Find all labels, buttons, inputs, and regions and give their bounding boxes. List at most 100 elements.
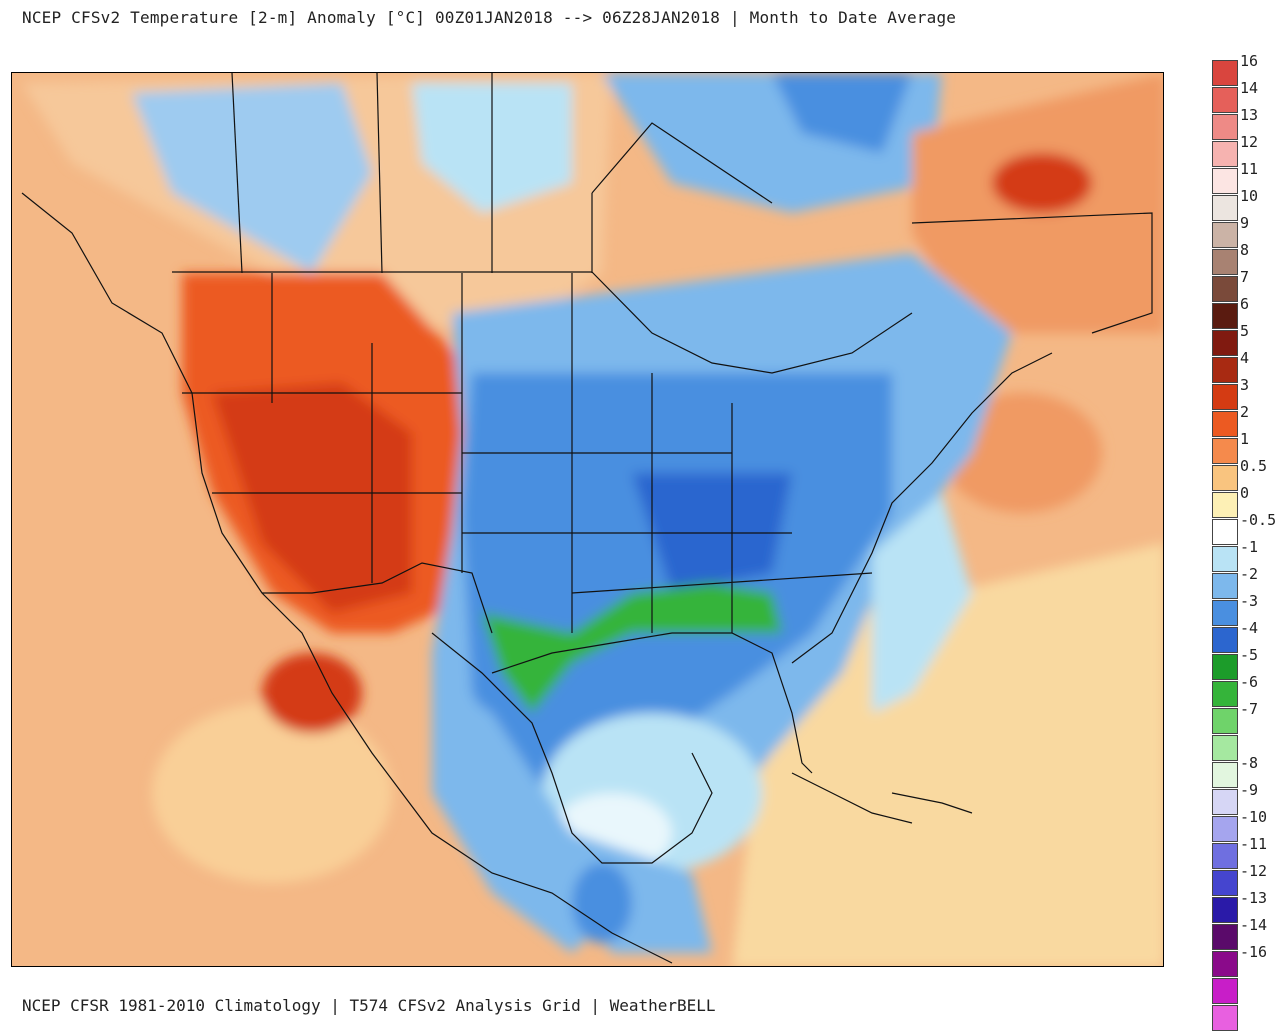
legend-label: 4 <box>1240 349 1250 367</box>
legend-row: 16 <box>1210 53 1280 87</box>
legend-swatch <box>1212 60 1238 86</box>
legend-row: 0 <box>1210 485 1280 519</box>
us-mexico-border <box>262 562 493 634</box>
legend-row: 9 <box>1210 215 1280 249</box>
legend-row: 8 <box>1210 242 1280 276</box>
legend-row: -13 <box>1210 890 1280 924</box>
legend-row <box>1210 1005 1280 1032</box>
legend-swatch <box>1212 843 1238 869</box>
mexico-cold <box>432 673 712 953</box>
gulf-coast-anomaly <box>482 583 782 713</box>
cuba-outline <box>791 772 913 824</box>
legend-row: -3 <box>1210 593 1280 627</box>
legend-swatch <box>1212 627 1238 653</box>
legend-row: -12 <box>1210 863 1280 897</box>
atlantic-coastline <box>791 352 1053 664</box>
legend-row: 14 <box>1210 80 1280 114</box>
canada-province-line-2 <box>376 73 383 274</box>
legend-label: 10 <box>1240 187 1259 205</box>
legend-swatch <box>1212 141 1238 167</box>
legend-swatch <box>1212 465 1238 491</box>
pale-warm-pacific <box>152 703 392 883</box>
legend-swatch <box>1212 438 1238 464</box>
legend-swatch <box>1212 924 1238 950</box>
legend-label: 8 <box>1240 241 1250 259</box>
legend-row: 5 <box>1210 323 1280 357</box>
legend-row: -2 <box>1210 566 1280 600</box>
legend-swatch <box>1212 600 1238 626</box>
legend-label: -12 <box>1240 862 1268 880</box>
legend-row: -1 <box>1210 539 1280 573</box>
pacific-coastline <box>21 192 673 964</box>
legend-row: 12 <box>1210 134 1280 168</box>
legend-row: -11 <box>1210 836 1280 870</box>
isthmus-cold <box>572 863 632 943</box>
legend-label: 0 <box>1240 484 1250 502</box>
legend-row: 6 <box>1210 296 1280 330</box>
legend-label: -9 <box>1240 781 1259 799</box>
great-basin-hot <box>212 383 412 613</box>
legend-label: 2 <box>1240 403 1250 421</box>
legend-swatch <box>1212 978 1238 1004</box>
legend-row <box>1210 735 1280 762</box>
legend-label: 16 <box>1240 52 1259 70</box>
legend-row: -5 <box>1210 647 1280 681</box>
legend-swatch <box>1212 816 1238 842</box>
legend-swatch <box>1212 573 1238 599</box>
legend-swatch <box>1212 681 1238 707</box>
legend-label: -1 <box>1240 538 1259 556</box>
legend-row: -10 <box>1210 809 1280 843</box>
legend-swatch <box>1212 735 1238 761</box>
legend-label: 5 <box>1240 322 1250 340</box>
legend-swatch <box>1212 222 1238 248</box>
legend-label: -4 <box>1240 619 1259 637</box>
legend-swatch <box>1212 546 1238 572</box>
legend-label: 11 <box>1240 160 1259 178</box>
hudson-bay-very-cold <box>772 73 912 153</box>
us-state-lines <box>182 273 873 633</box>
legend-row <box>1210 978 1280 1005</box>
legend-row: -0.5 <box>1210 512 1280 546</box>
map-footer-credit: NCEP CFSR 1981-2010 Climatology | T574 C… <box>22 996 716 1015</box>
temperature-anomaly-map <box>11 72 1164 967</box>
legend-row: -9 <box>1210 782 1280 816</box>
legend-row: 0.5 <box>1210 458 1280 492</box>
legend-row: 4 <box>1210 350 1280 384</box>
legend-label: -16 <box>1240 943 1268 961</box>
legend-swatch <box>1212 114 1238 140</box>
legend-row: -4 <box>1210 620 1280 654</box>
legend-label: -14 <box>1240 916 1268 934</box>
canada-province-line-1 <box>231 73 243 274</box>
legend-swatch <box>1212 168 1238 194</box>
legend-swatch <box>1212 384 1238 410</box>
legend-row: 13 <box>1210 107 1280 141</box>
legend-label: -10 <box>1240 808 1268 826</box>
legend-row: -7 <box>1210 701 1280 735</box>
map-title: NCEP CFSv2 Temperature [2-m] Anomaly [°C… <box>22 8 957 27</box>
legend-row: -8 <box>1210 755 1280 789</box>
legend-row: -16 <box>1210 944 1280 978</box>
legend-label: 13 <box>1240 106 1259 124</box>
legend-swatch <box>1212 276 1238 302</box>
legend-swatch <box>1212 492 1238 518</box>
map-canvas <box>12 73 1163 966</box>
legend-swatch <box>1212 195 1238 221</box>
legend-label: 3 <box>1240 376 1250 394</box>
legend-label: 9 <box>1240 214 1250 232</box>
legend-swatch <box>1212 249 1238 275</box>
legend-label: -13 <box>1240 889 1268 907</box>
legend-swatch <box>1212 897 1238 923</box>
legend-swatch <box>1212 411 1238 437</box>
great-lakes-border <box>591 271 913 374</box>
color-scale-legend: 16 14 13 12 11 10 9 8 7 6 5 4 3 2 1 0.5 0 -0.5 -1 -2 -3 -4 -5 -… <box>1210 53 1280 1031</box>
legend-swatch <box>1212 654 1238 680</box>
legend-label: -7 <box>1240 700 1259 718</box>
legend-label: 6 <box>1240 295 1250 313</box>
legend-label: 12 <box>1240 133 1259 151</box>
legend-label: -2 <box>1240 565 1259 583</box>
legend-row: 2 <box>1210 404 1280 438</box>
political-boundaries <box>21 73 1153 964</box>
legend-swatch <box>1212 87 1238 113</box>
legend-row: 3 <box>1210 377 1280 411</box>
legend-swatch <box>1212 951 1238 977</box>
